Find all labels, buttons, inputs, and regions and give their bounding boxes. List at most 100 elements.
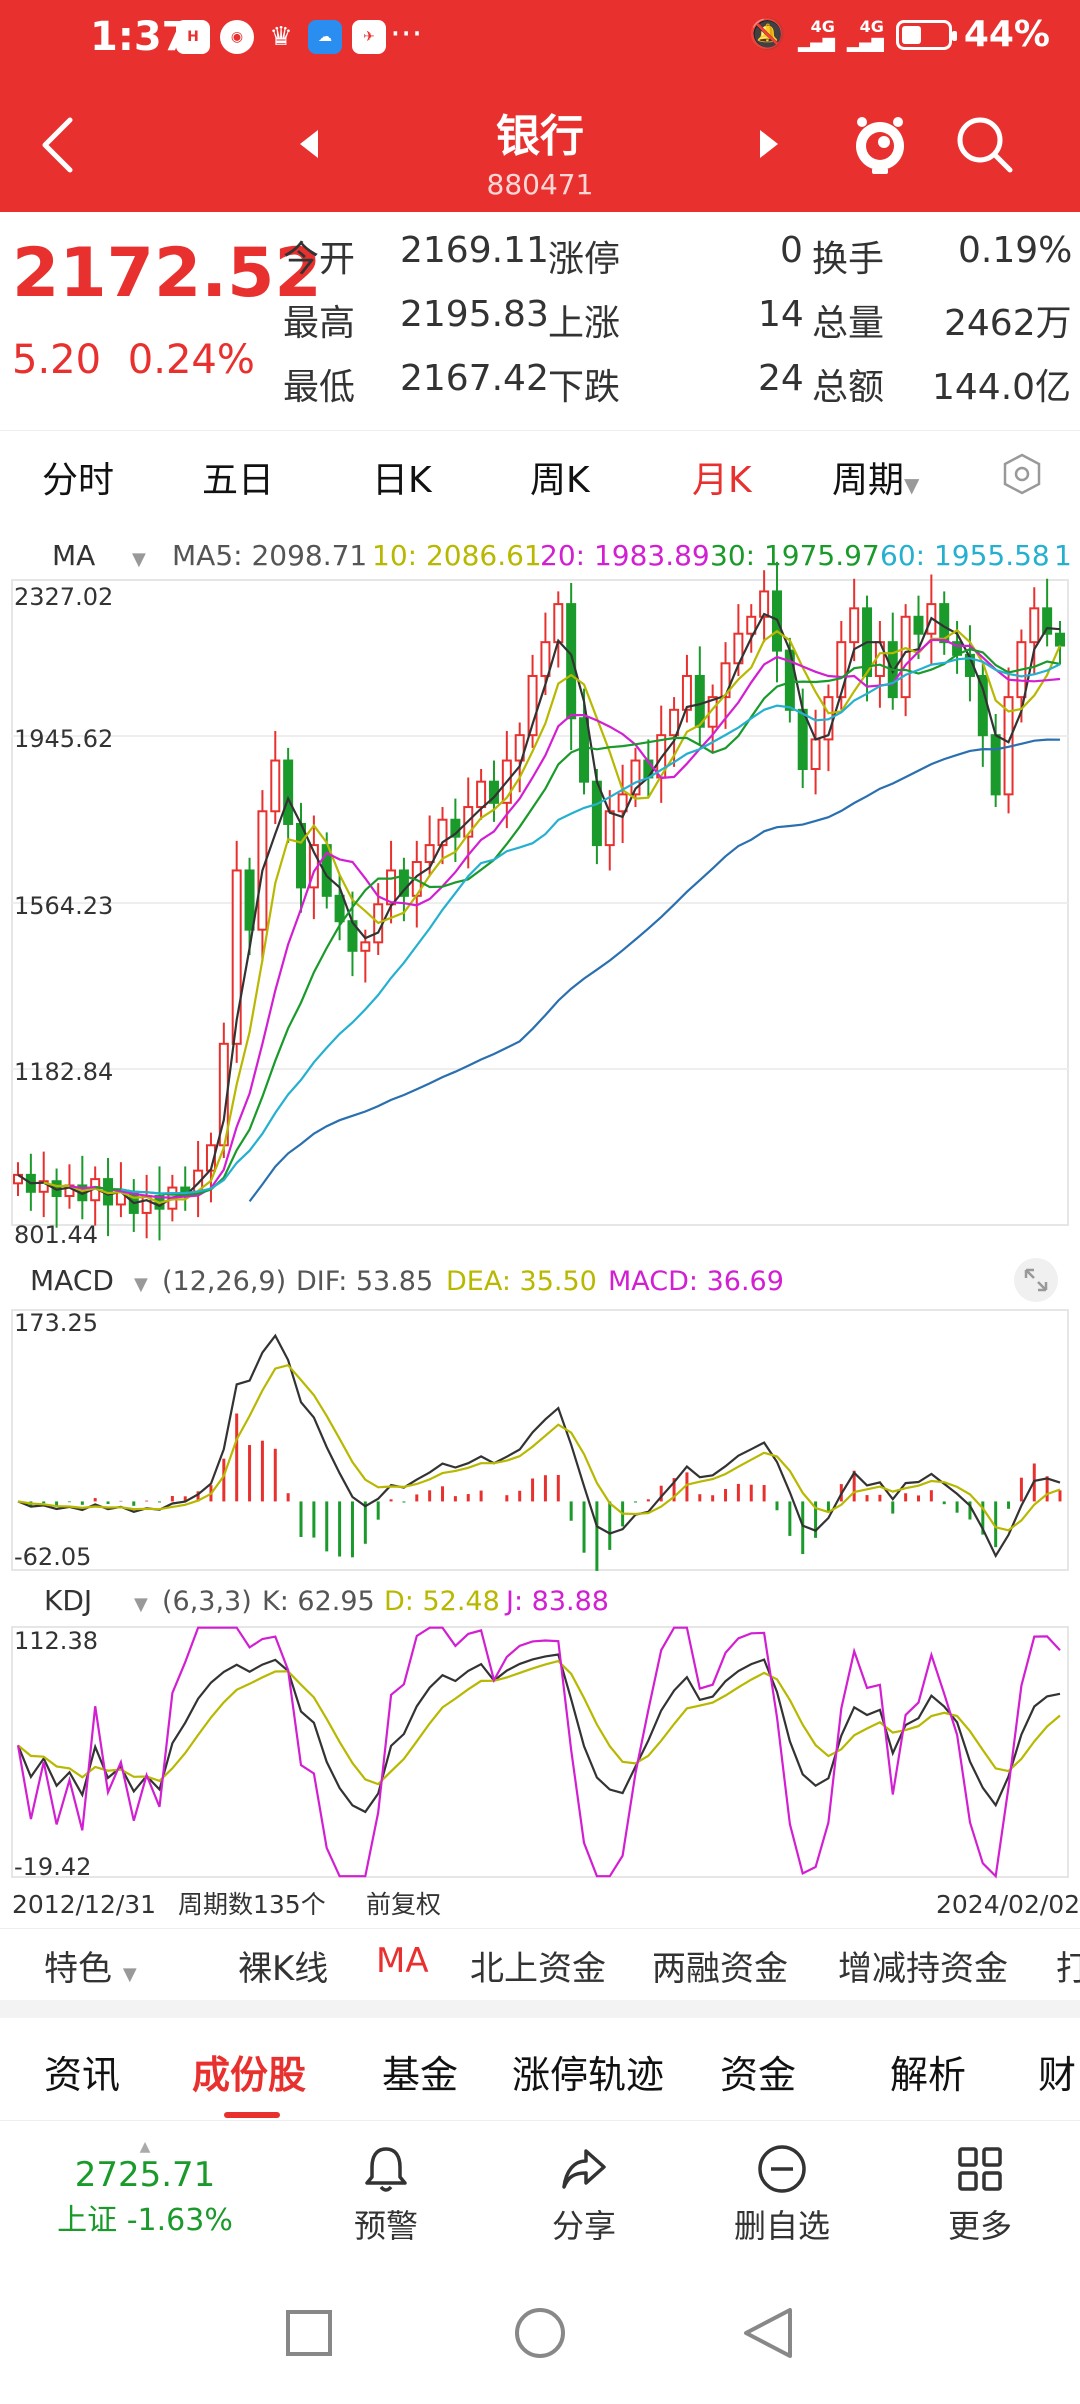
share-button[interactable]: 分享 [504,2141,664,2247]
tab-constituents[interactable]: 成份股 [192,2053,307,2097]
candle-body [527,674,538,737]
ma-label[interactable]: MA [52,539,95,572]
battery-fill [901,25,922,44]
tab-intraday[interactable]: 分时 [42,460,115,501]
home-icon[interactable] [515,2308,565,2358]
macd-dropdown-icon[interactable]: ▼ [134,1274,148,1295]
rising-label: 上涨 [548,303,621,344]
kdj-label[interactable]: KDJ [44,1584,92,1617]
macd-value: MACD: 36.69 [608,1266,784,1297]
back-nav-icon[interactable] [744,2308,792,2358]
tab-five-day[interactable]: 五日 [202,460,275,501]
chevron-down-icon: ▼ [904,473,920,497]
index-ticker[interactable]: ▲ 2725.71 上证 -1.63% [40,2139,250,2239]
amount-value: 144.0亿 [932,367,1072,408]
indicator-tabs: 特色 ▼ 裸K线 MA 北上资金 两融资金 增减持资金 打 [0,1928,1080,1998]
tab-limit-up-track[interactable]: 涨停轨迹 [512,2053,665,2097]
tab-feature[interactable]: 特色 ▼ [44,1941,137,1990]
tab-funds[interactable]: 基金 [382,2053,459,2097]
settings-hex-icon[interactable] [1000,452,1044,496]
ma120-line [248,738,1061,1203]
tab-monthly-k[interactable]: 月K [692,460,752,501]
prev-stock-icon[interactable] [300,130,318,158]
volume-value: 2462万 [944,303,1072,344]
candle-body [424,844,435,864]
candle-body [1042,607,1053,635]
back-icon[interactable] [30,110,90,180]
candle-body [681,674,692,711]
alert-label: 预警 [353,2207,418,2245]
ma60-line [120,657,1061,1195]
price-tick-top: 2327.02 [14,583,113,611]
grid-icon [958,2147,1002,2191]
more-button[interactable]: 更多 [900,2141,1060,2247]
mascot-icon[interactable] [850,112,910,176]
remove-watchlist-button[interactable]: 删自选 [702,2141,862,2247]
candle-body [38,1180,49,1193]
tab-period-label: 周期 [832,460,905,501]
kline-chart[interactable]: MA ▼ MA5: 2098.71 10: 2086.61 20: 1983.8… [0,525,1080,1925]
macd-params: (12,26,9) [162,1266,286,1297]
price-tick-4: 1182.84 [14,1058,113,1086]
macd-panel-frame [11,1309,1069,1571]
tab-period-dropdown[interactable]: 周期▼ [832,451,919,503]
section-divider [0,2000,1080,2018]
limit-up-count: 0 [780,230,803,271]
falling-count: 24 [758,358,804,399]
tab-holding-change[interactable]: 增减持资金 [838,1949,1008,1989]
turnover-value: 0.19% [958,230,1073,271]
ma-dropdown-icon[interactable]: ▼ [132,549,146,570]
tab-bare-k[interactable]: 裸K线 [238,1949,329,1989]
candle-body [1055,632,1065,647]
kdj-dropdown-icon[interactable]: ▼ [134,1594,148,1615]
current-price: 2172.52 [12,234,322,313]
tab-northbound-funds[interactable]: 北上资金 [470,1949,606,1989]
price-tick-3: 1564.23 [14,892,113,920]
tab-daily-k[interactable]: 日K [372,460,432,501]
next-stock-icon[interactable] [760,130,778,158]
search-icon[interactable] [954,114,1014,174]
candle-body [514,734,525,762]
adjust-mode: 前复权 [366,1890,441,1919]
recents-icon[interactable] [286,2310,332,2356]
ma5-line [17,612,1061,1208]
tab-more-indicators[interactable]: 打 [1056,1949,1080,1989]
falling-label: 下跌 [548,367,621,408]
kdj-d-line [17,1659,1061,1786]
alert-button[interactable]: 预警 [306,2141,466,2247]
ma20-line [69,638,1061,1199]
tab-finance[interactable]: 财 [1038,2053,1077,2097]
battery-icon [895,19,957,50]
kdj-j-line [16,1626,1061,1879]
expand-icon[interactable] [1014,1258,1058,1302]
high-value: 2195.83 [400,294,549,335]
macd-label[interactable]: MACD [30,1264,114,1297]
quote-panel: 2172.52 5.20 0.24% 今开 2169.11 涨停 0 换手 0.… [0,212,1080,420]
rising-count: 14 [758,294,804,335]
candle-body [296,822,307,889]
more-notifications-icon: ··· [390,14,423,54]
news-icon: ✈ [352,20,386,54]
chart-area[interactable]: MA ▼ MA5: 2098.71 10: 2086.61 20: 1983.8… [0,525,1080,1925]
candle-body [360,941,371,952]
nav-buttons [286,2308,792,2358]
chevron-down-icon: ▼ [122,1964,137,1985]
signal-label-2: 4G [859,16,884,36]
tab-news[interactable]: 资讯 [44,2053,121,2097]
macd-dif: DIF: 53.85 [296,1266,433,1297]
macd-histogram [29,1413,1062,1571]
tab-margin-funds[interactable]: 两融资金 [652,1949,788,1989]
tab-weekly-k[interactable]: 周K [530,460,590,501]
turnover-label: 换手 [812,239,885,280]
huawei-icon: H [176,20,210,54]
index-name: 上证 -1.63% [57,2203,233,2238]
caret-up-icon: ▲ [139,2139,151,2155]
candle-body [270,759,281,813]
share-icon [562,2149,606,2189]
ma60-legend: 60: 1955.58 [880,539,1050,572]
tab-capital[interactable]: 资金 [720,2053,797,2097]
tab-ma[interactable]: MA [376,1941,429,1981]
high-label: 最高 [283,303,356,344]
tab-analysis[interactable]: 解析 [890,2053,967,2097]
limit-up-label: 涨停 [548,239,621,280]
